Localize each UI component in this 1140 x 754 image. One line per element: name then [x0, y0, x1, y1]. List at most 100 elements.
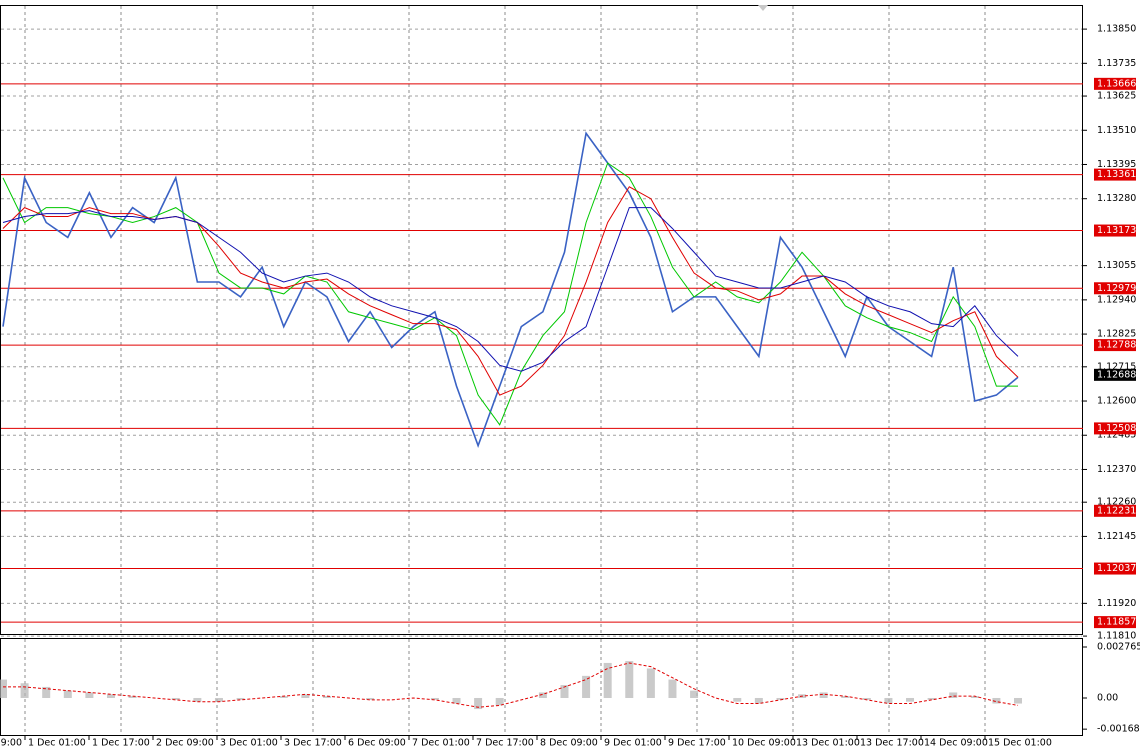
histogram-bar — [42, 686, 51, 698]
x-tick-label: 2 Dec 09:00 — [156, 738, 214, 749]
moving-average — [2, 207, 1019, 372]
current-price-label: 1.12688 — [1097, 369, 1136, 380]
x-tick-label: 10 Dec 09:00 — [732, 738, 796, 749]
histogram-bar — [106, 694, 115, 698]
histogram-bar — [603, 662, 612, 698]
y-tick-label: 1.12485 — [1097, 430, 1136, 441]
y-tick-label: 1.13850 — [1097, 24, 1136, 35]
histogram-bar — [63, 690, 72, 698]
level-label: 1.12979 — [1097, 283, 1136, 294]
histogram-bar — [862, 697, 871, 700]
moving-average — [2, 162, 1018, 426]
histogram-bar — [301, 694, 310, 698]
level-label: 1.12037 — [1097, 563, 1136, 574]
y-tick-label: 1.11920 — [1097, 598, 1136, 609]
histogram-bar — [733, 697, 742, 702]
y-tick-label: 1.12825 — [1097, 329, 1136, 340]
level-label-box — [1094, 422, 1136, 435]
histogram-bar — [495, 697, 504, 706]
histogram-bar — [1014, 697, 1022, 704]
price-line — [2, 131, 1019, 449]
histogram-bar — [128, 696, 137, 698]
y-tick-label: 1.12715 — [1097, 361, 1136, 372]
y-tick-label: 1.13510 — [1097, 125, 1136, 136]
shift-marker — [758, 5, 768, 11]
histogram-bar — [193, 697, 202, 702]
x-tick-label: 1 Dec 17:00 — [92, 738, 150, 749]
level-label-box — [1094, 616, 1136, 629]
histogram-bar — [970, 696, 979, 698]
x-tick-label: 7 Dec 01:00 — [412, 738, 470, 749]
current-price-box — [1094, 368, 1136, 381]
x-tick-label: 7 Dec 17:00 — [476, 738, 534, 749]
histogram-bar — [906, 697, 915, 702]
histogram-bar — [171, 697, 180, 700]
level-label: 1.12788 — [1097, 340, 1136, 351]
y-tick-label: 1.12145 — [1097, 531, 1136, 542]
y-tick-label: 0.00 — [1097, 692, 1118, 703]
level-label-box — [1094, 562, 1136, 575]
y-tick-label: 1.13735 — [1097, 58, 1136, 69]
x-tick-label: 3 Dec 01:00 — [220, 738, 278, 749]
histogram-bar — [582, 675, 591, 698]
x-tick-label: 9 Dec 01:00 — [604, 738, 662, 749]
level-label-box — [1094, 77, 1136, 90]
histogram-bar — [452, 697, 461, 704]
y-tick-label: 1.12370 — [1097, 464, 1136, 475]
y-tick-label: 1.12940 — [1097, 294, 1136, 305]
y-tick-label: 0.002765 — [1097, 641, 1140, 652]
level-label-box — [1094, 168, 1136, 181]
histogram-bar — [366, 697, 375, 700]
level-label: 1.11857 — [1097, 617, 1136, 628]
histogram-bar — [646, 668, 655, 698]
level-label: 1.12231 — [1097, 505, 1136, 516]
histogram-bar — [279, 696, 288, 698]
y-tick-label: 1.13280 — [1097, 193, 1136, 204]
histogram-bar — [754, 697, 763, 704]
histogram-bar — [214, 697, 223, 702]
level-label-box — [1094, 504, 1136, 517]
level-label-box — [1094, 224, 1136, 237]
y-tick-label: 1.12600 — [1097, 396, 1136, 407]
histogram-bar — [236, 697, 245, 700]
histogram-bar — [430, 697, 439, 700]
x-tick-label: 15 Dec 01:00 — [988, 738, 1052, 749]
histogram-bar — [949, 692, 958, 698]
x-tick-label: 1 Dec 01:00 — [28, 738, 86, 749]
histogram-bar — [668, 679, 677, 698]
level-label: 1.13666 — [1097, 78, 1136, 89]
histogram-bar — [841, 696, 850, 698]
histogram-bar — [560, 685, 569, 698]
x-tick-label: 9 Dec 17:00 — [668, 738, 726, 749]
level-label: 1.13361 — [1097, 169, 1136, 180]
histogram-bar — [322, 696, 331, 698]
histogram-bar — [690, 690, 699, 698]
level-label: 1.13173 — [1097, 225, 1136, 236]
x-tick-label: 6 Dec 09:00 — [348, 738, 406, 749]
x-tick-label: 8 Dec 09:00 — [540, 738, 598, 749]
histogram-bar — [538, 692, 547, 698]
y-tick-label: -0.001689 — [1097, 724, 1140, 735]
x-tick-label: 3 Dec 17:00 — [284, 738, 342, 749]
y-tick-label: 1.11810 — [1097, 631, 1136, 642]
y-tick-label: 1.13395 — [1097, 159, 1136, 170]
level-label-box — [1094, 339, 1136, 352]
histogram-bar — [992, 697, 1001, 704]
y-tick-label: 1.13055 — [1097, 260, 1136, 271]
histogram-bar — [20, 683, 29, 698]
y-tick-label: 1.12260 — [1097, 497, 1136, 508]
x-tick-label: 09:00 — [0, 738, 22, 749]
level-label-box — [1094, 282, 1136, 295]
level-label: 1.12508 — [1097, 423, 1136, 434]
histogram-bar — [927, 697, 936, 700]
main-frame — [0, 5, 1083, 635]
y-tick-label: 1.13625 — [1097, 91, 1136, 102]
x-tick-label: 14 Dec 09:00 — [924, 738, 988, 749]
histogram-bar — [884, 697, 893, 704]
histogram-bar — [474, 697, 483, 710]
x-tick-label: 13 Dec 17:00 — [860, 738, 924, 749]
histogram-bar — [85, 692, 94, 698]
histogram-bar — [0, 679, 7, 698]
